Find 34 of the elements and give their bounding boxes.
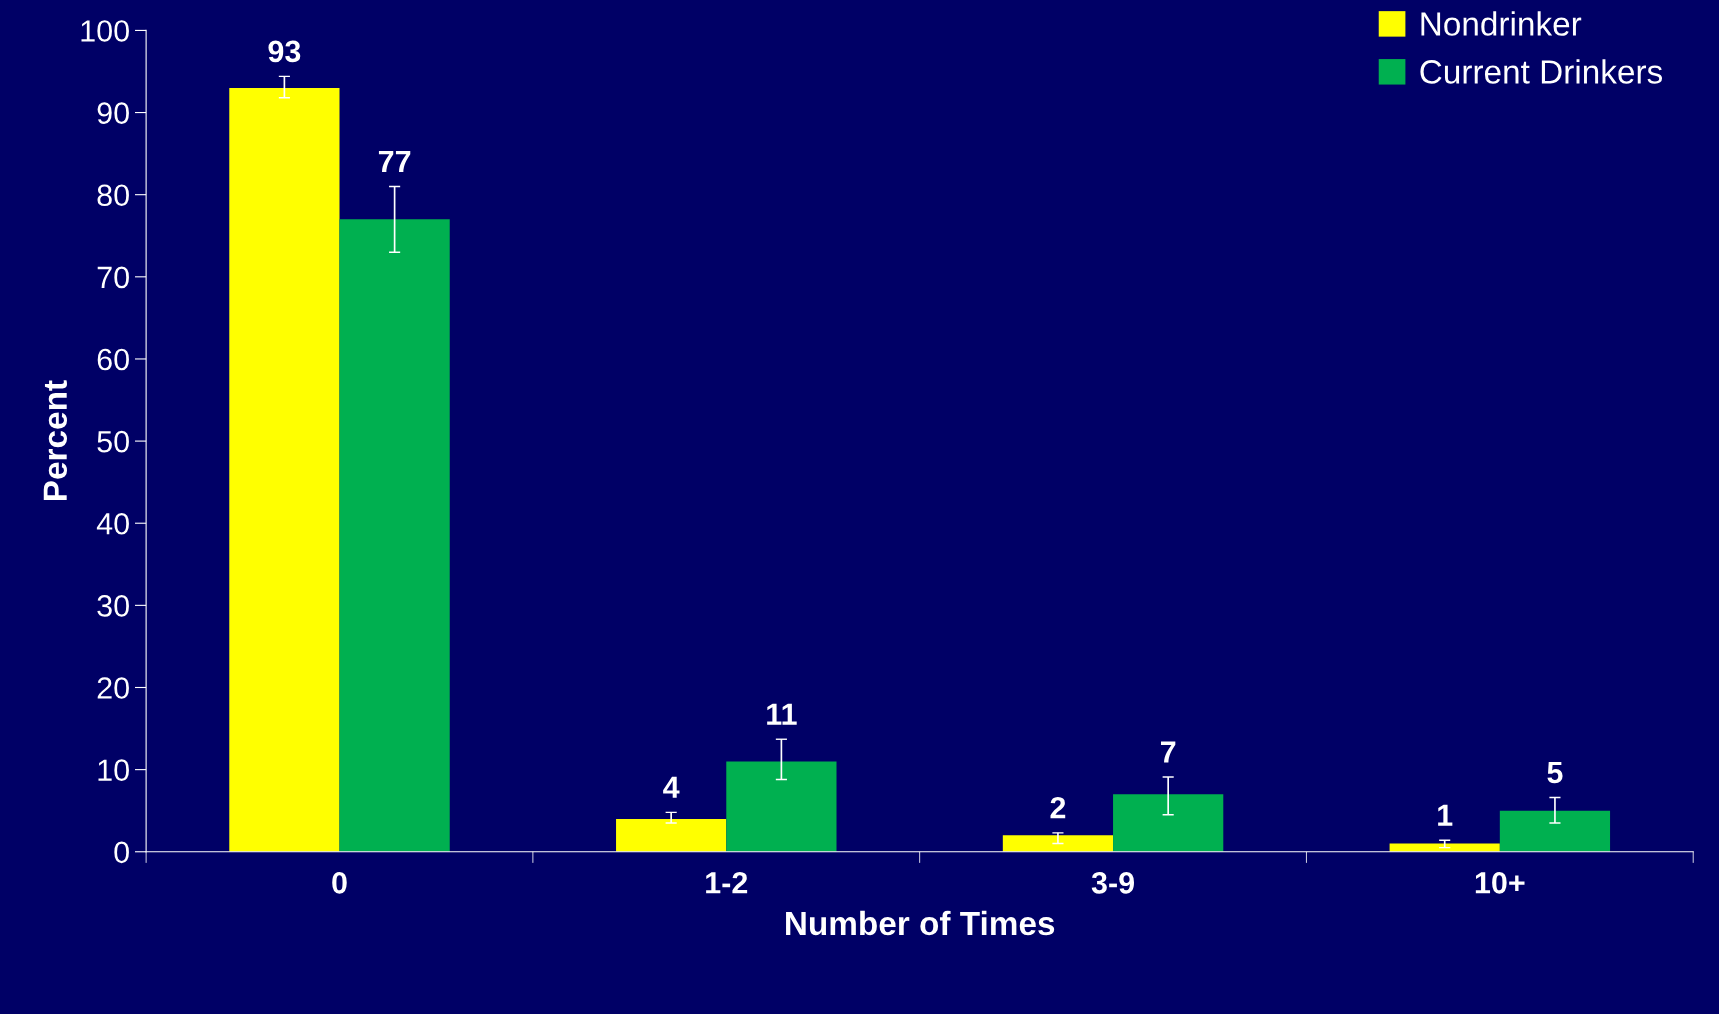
bar xyxy=(1002,835,1114,852)
bar xyxy=(726,761,837,852)
y-tick-label: 20 xyxy=(97,677,129,699)
x-tick-label: 3-9 xyxy=(1091,872,1134,894)
data-label: 7 xyxy=(1160,741,1176,763)
x-axis-title: Number of Times xyxy=(786,910,1055,936)
data-label: 77 xyxy=(378,150,411,172)
data-label: 93 xyxy=(268,40,301,63)
bar xyxy=(229,87,340,852)
y-tick-label: 80 xyxy=(97,184,129,207)
bar xyxy=(1499,810,1611,852)
legend-label: Current Drinkers xyxy=(1420,59,1663,84)
y-tick-label: 10 xyxy=(98,759,129,781)
y-tick-label: 40 xyxy=(96,512,129,535)
bar xyxy=(1113,794,1224,852)
y-tick-label: 0 xyxy=(114,841,129,864)
y-tick-label: 90 xyxy=(97,102,129,124)
data-label: 5 xyxy=(1547,761,1563,784)
y-tick-label: 100 xyxy=(81,20,129,42)
y-tick-label: 70 xyxy=(97,266,129,289)
y-tick-label: 60 xyxy=(97,348,129,371)
x-tick-label: 10+ xyxy=(1475,872,1525,894)
data-label: 1 xyxy=(1438,804,1453,826)
y-axis-title: Percent xyxy=(43,380,68,500)
data-label: 4 xyxy=(663,776,680,798)
y-tick-label: 50 xyxy=(97,430,129,453)
data-label: 11 xyxy=(767,703,797,725)
x-tick-label: 1-2 xyxy=(706,872,748,894)
y-tick-label: 30 xyxy=(97,595,129,617)
bar xyxy=(616,818,727,852)
legend-label: Nondrinker xyxy=(1421,11,1582,36)
x-tick-label: 0 xyxy=(332,872,347,894)
bar xyxy=(339,219,450,852)
data-label: 2 xyxy=(1050,796,1066,819)
